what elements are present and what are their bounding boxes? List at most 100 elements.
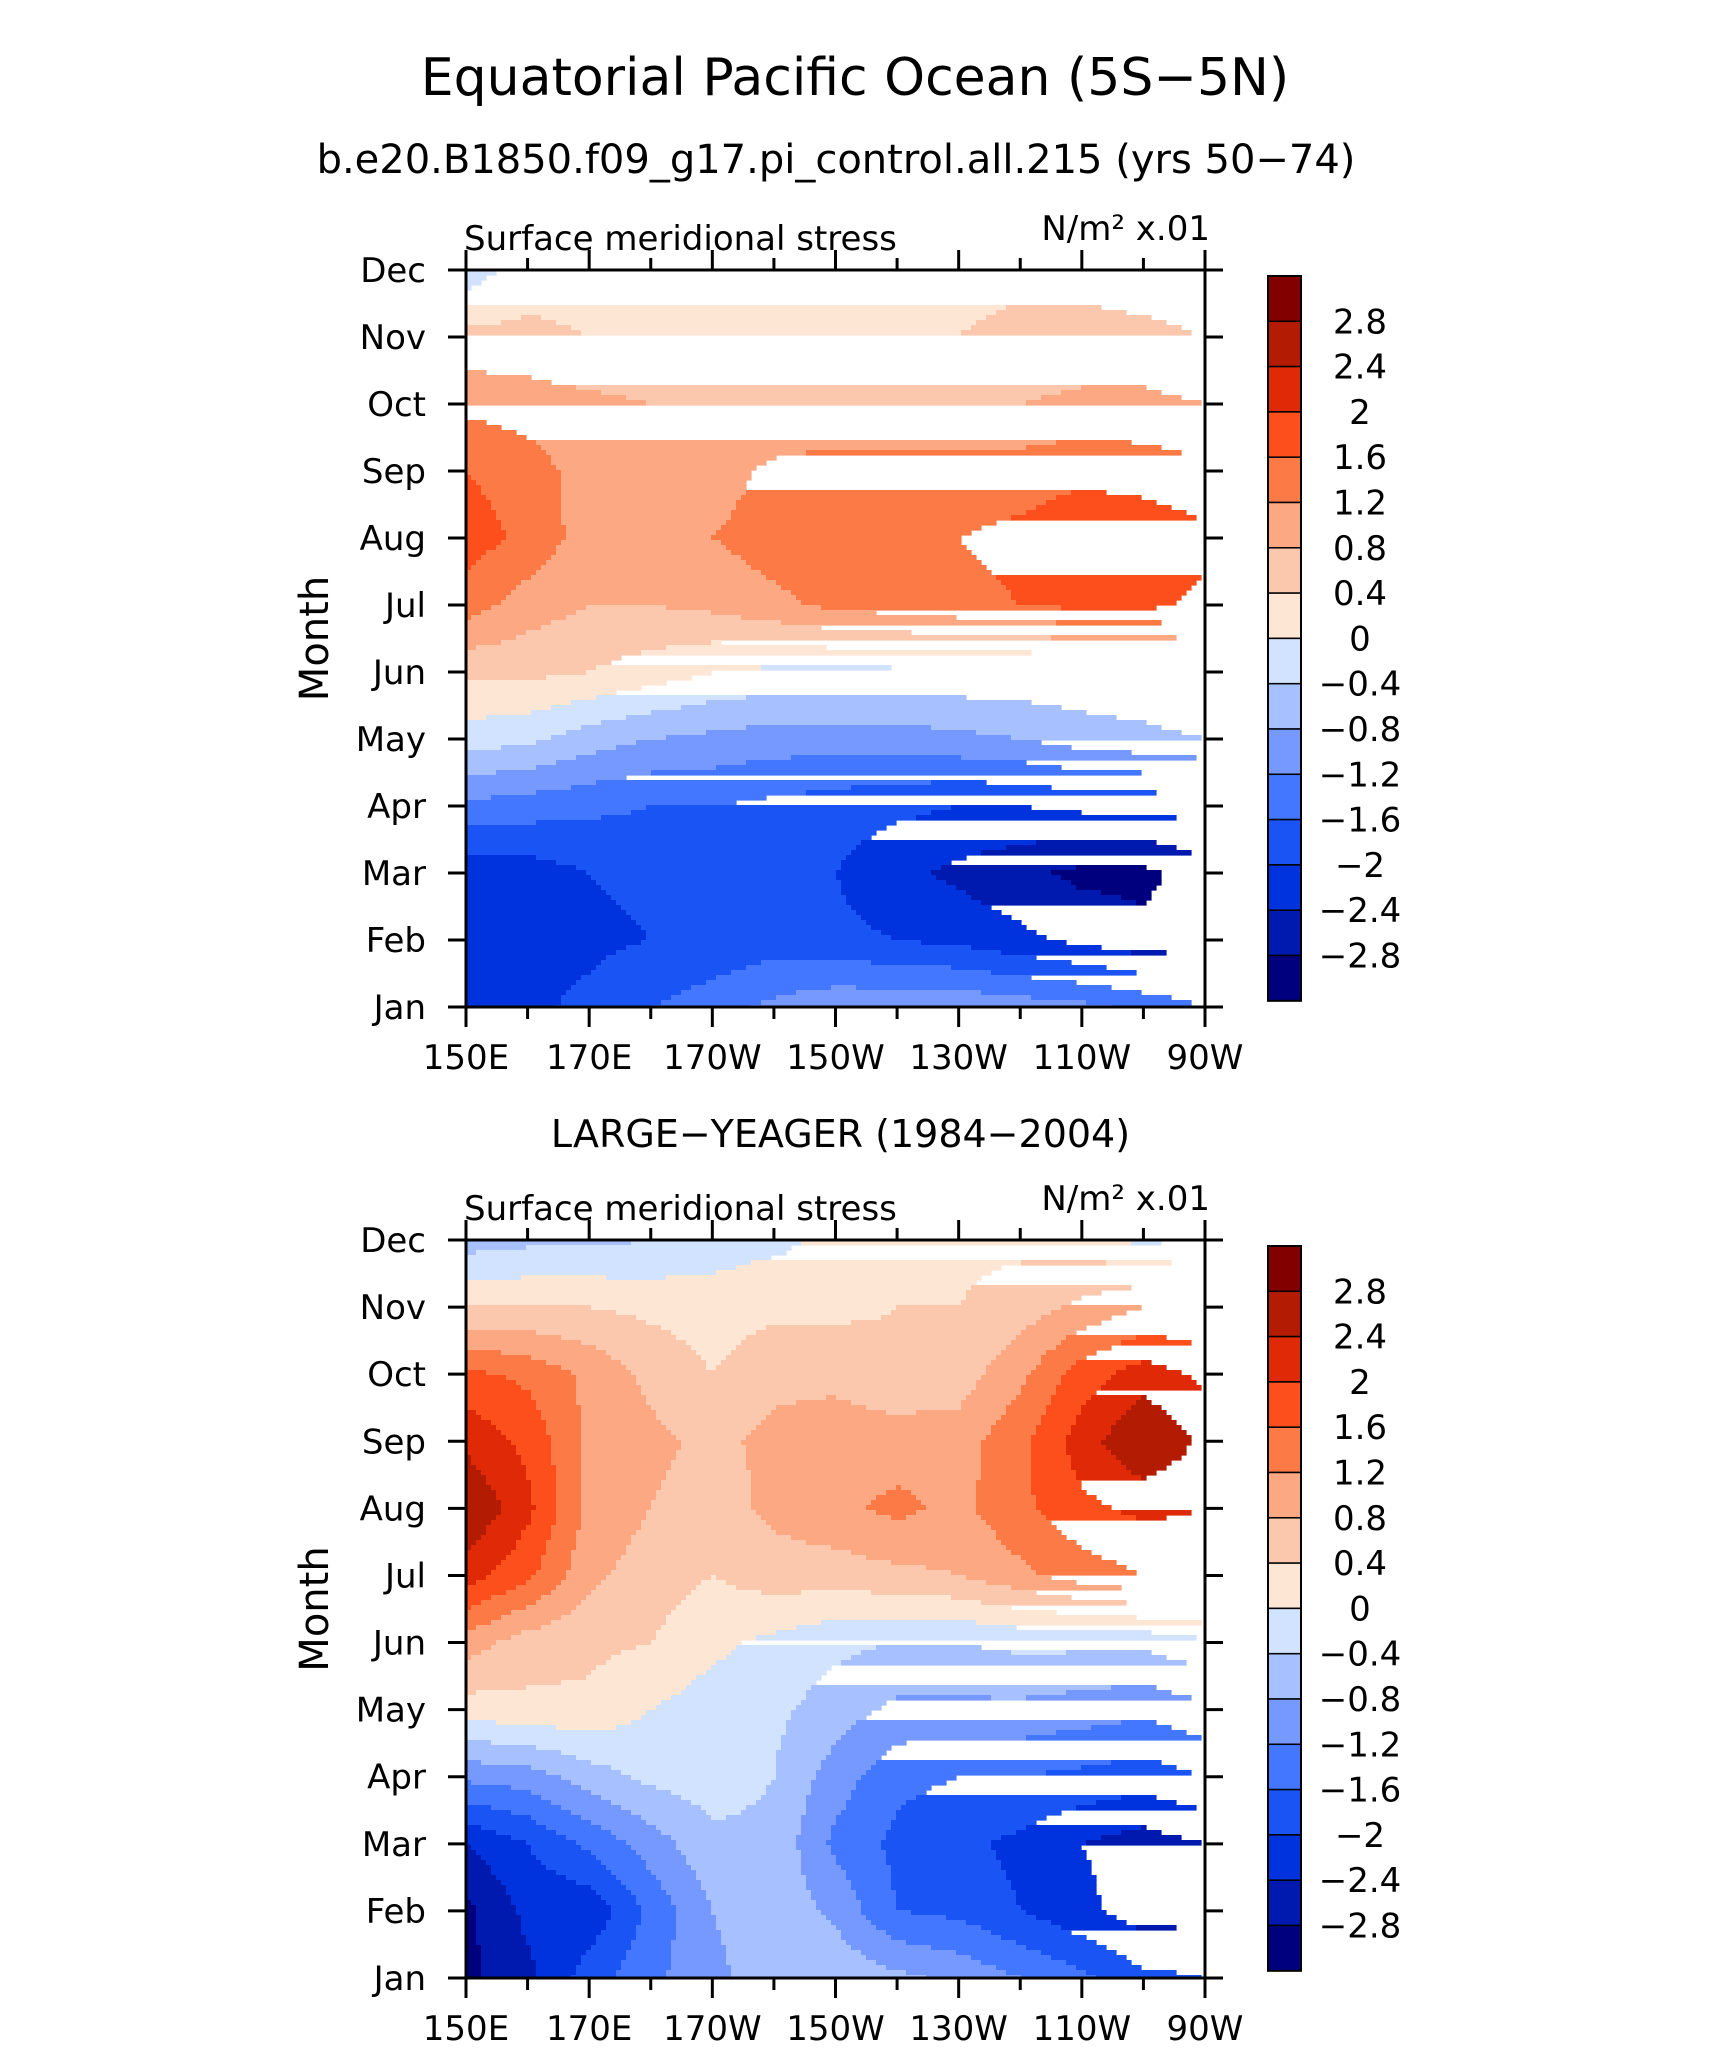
contour-cell	[886, 1965, 997, 1971]
contour-cell	[1101, 1440, 1192, 1446]
contour-cell	[526, 1685, 687, 1691]
contour-cell	[911, 1910, 1027, 1916]
contour-cell	[581, 1480, 662, 1486]
contour-cell	[856, 985, 1112, 991]
contour-cell	[646, 1320, 852, 1326]
contour-cell	[526, 1475, 557, 1481]
contour-cell	[466, 1690, 477, 1696]
contour-cell	[861, 915, 1012, 921]
contour-cell	[866, 1405, 962, 1411]
y-tick-label: Mar	[362, 1825, 426, 1865]
contour-cell	[566, 1835, 617, 1841]
contour-cell	[466, 590, 512, 596]
contour-cell	[591, 875, 837, 881]
contour-cell	[981, 1375, 1027, 1381]
contour-cell	[546, 1540, 577, 1546]
contour-cell	[521, 1920, 607, 1926]
contour-cell	[1071, 1460, 1122, 1466]
contour-cell	[481, 1950, 532, 1956]
contour-cell	[466, 1490, 497, 1496]
contour-cell	[466, 1865, 492, 1871]
contour-cell	[1006, 845, 1177, 851]
contour-cell	[646, 935, 892, 941]
contour-cell	[476, 1905, 517, 1911]
contour-cell	[641, 1920, 677, 1926]
contour-cell	[846, 1730, 1057, 1736]
colorbar-label: 1.2	[1333, 484, 1387, 524]
contour-cell	[916, 1795, 1122, 1801]
contour-cell	[886, 1835, 1002, 1841]
contour-cell	[586, 870, 837, 876]
contour-cell	[466, 1600, 482, 1606]
contour-cell	[881, 930, 1037, 936]
contour-cell	[466, 1820, 537, 1826]
contour-cell	[1001, 1860, 1092, 1866]
contour-cell	[576, 385, 1082, 391]
contour-cell	[466, 705, 552, 711]
colorbar-swatch	[1267, 1698, 1302, 1746]
contour-cell	[466, 1755, 577, 1761]
contour-cell	[981, 1460, 1032, 1466]
contour-cell	[751, 1475, 982, 1481]
contour-cell	[481, 1535, 522, 1541]
contour-cell	[731, 1970, 907, 1976]
contour-cell	[556, 1500, 582, 1506]
contour-cell	[466, 1965, 482, 1971]
contour-cell	[976, 1620, 1202, 1626]
contour-cell	[471, 1900, 512, 1906]
x-tick-label: 150E	[423, 2009, 509, 2049]
contour-cell	[516, 1450, 552, 1456]
contour-cell	[626, 715, 1117, 721]
contour-cell	[491, 1620, 552, 1626]
contour-cell	[946, 880, 1072, 886]
contour-cell	[481, 610, 577, 616]
contour-cell	[851, 1795, 917, 1801]
contour-cell	[796, 1625, 1017, 1631]
contour-cell	[466, 1465, 477, 1471]
contour-cell	[536, 440, 1057, 446]
contour-cell	[806, 1795, 852, 1801]
contour-cell	[716, 1920, 832, 1926]
contour-cell	[1136, 1515, 1167, 1521]
contour-cell	[621, 1555, 867, 1561]
contour-cell	[641, 940, 922, 946]
contour-cell	[1031, 995, 1172, 1001]
contour-cell	[466, 645, 477, 651]
contour-cell	[726, 520, 997, 526]
contour-cell	[466, 920, 637, 926]
contour-cell	[566, 990, 682, 996]
contour-cell	[466, 1895, 512, 1901]
contour-cell	[976, 1500, 1037, 1506]
contour-cell	[466, 1715, 642, 1721]
contour-cell	[631, 1890, 667, 1896]
contour-cell	[671, 1965, 732, 1971]
contour-cell	[541, 1415, 582, 1421]
contour-cell	[466, 615, 472, 621]
contour-cell	[631, 1720, 787, 1726]
contour-cell	[996, 1535, 1067, 1541]
colorbar-swatch	[1267, 275, 1302, 323]
contour-cell	[876, 1645, 982, 1651]
contour-cell	[691, 1590, 762, 1596]
contour-cell	[466, 660, 612, 666]
contour-cell	[541, 565, 752, 571]
colorbar-label: −1.6	[1319, 1771, 1402, 1811]
colorbar-swatch	[1267, 547, 1302, 594]
contour-cell	[676, 1840, 797, 1846]
contour-cell	[1016, 1830, 1122, 1836]
contour-cell	[466, 1790, 532, 1796]
contour-cell	[631, 1940, 672, 1946]
contour-cell	[601, 1930, 637, 1936]
contour-cell	[466, 955, 607, 961]
contour-cell	[466, 1445, 517, 1451]
contour-cell	[551, 1800, 612, 1806]
contour-cell	[981, 1450, 1032, 1456]
contour-cell	[881, 1845, 992, 1851]
contour-cell	[466, 490, 482, 496]
contour-cell	[756, 1330, 1022, 1336]
contour-cell	[466, 915, 632, 921]
contour-cell	[986, 1370, 1032, 1376]
contour-cell	[576, 755, 792, 761]
contour-cell	[671, 1330, 757, 1336]
contour-cell	[466, 1290, 967, 1296]
